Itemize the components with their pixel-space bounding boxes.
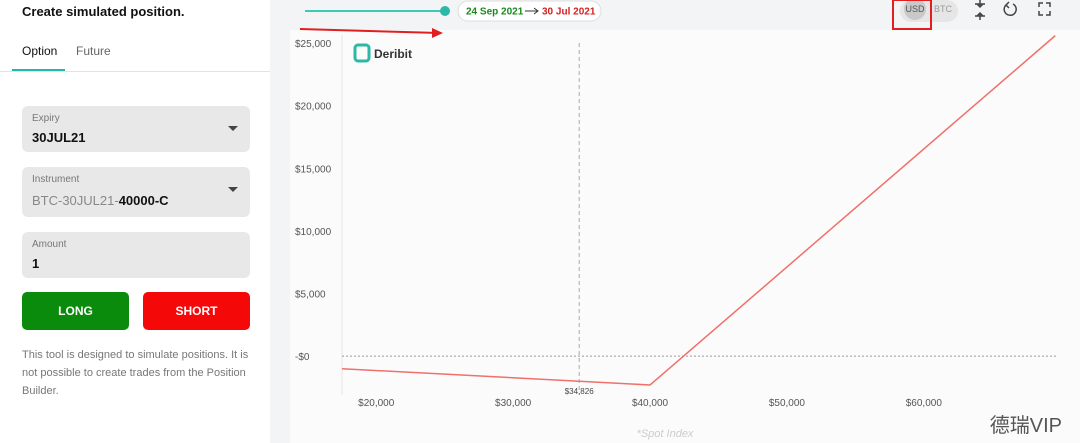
caret [228, 126, 238, 131]
tab[interactable]: Future [76, 44, 111, 58]
field-label: Instrument [32, 174, 80, 185]
value-main: 40000-C [118, 193, 169, 208]
payoff-line [341, 35, 1056, 386]
y-tick-label: $10,000 [295, 227, 332, 238]
y-tick-label: $5,000 [295, 290, 326, 301]
currency-usd[interactable]: USD [905, 4, 925, 14]
toolbar-icons [975, 0, 1051, 20]
x-axis-label: *Spot Index [637, 428, 694, 440]
left-panel: Create simulated position. Option Future… [0, 0, 270, 443]
field-value: 1 [32, 256, 40, 271]
x-tick-label: $40,000 [632, 398, 669, 409]
usd-knob[interactable] [904, 0, 926, 20]
y-tick-label: -$0 [295, 352, 310, 363]
caret [228, 187, 238, 192]
reset-icon[interactable] [1003, 1, 1017, 17]
value-prefix: BTC-30JUL21- [32, 193, 119, 208]
date-from: 24 Sep 2021 [466, 7, 524, 18]
x-tick-label: $50,000 [769, 398, 806, 409]
note: This tool is designed to simulate positi… [22, 349, 249, 397]
spot-label: $34,826 [565, 387, 594, 396]
date-arrow-head [533, 7, 539, 15]
y-tick-label: $20,000 [295, 102, 332, 113]
logo: Deribit [353, 43, 412, 63]
annotation-box [892, 0, 932, 30]
watermark: 德瑞VIP [990, 414, 1062, 437]
x-tick-label: $20,000 [358, 398, 395, 409]
logo-text: Deribit [374, 47, 412, 61]
field-label: Expiry [32, 113, 60, 124]
annotation-arrow [299, 28, 441, 34]
date-to: 30 Jul 2021 [542, 7, 596, 18]
long-button[interactable]: LONG [22, 292, 129, 330]
amount-field[interactable]: Amount 1 [22, 232, 250, 278]
x-tick-label: $30,000 [495, 398, 532, 409]
fullscreen-icon[interactable] [1038, 2, 1051, 16]
panel-title: Create simulated position. [22, 4, 185, 19]
chart-bg [290, 30, 1080, 443]
field-value: BTC-30JUL21-40000-C [32, 193, 169, 208]
tab-underline [12, 69, 65, 71]
short-button[interactable]: SHORT [143, 292, 250, 330]
slider-knob[interactable] [440, 6, 450, 16]
y-tick-label: $25,000 [295, 39, 332, 50]
instrument-field[interactable]: Instrument BTC-30JUL21-40000-C [22, 167, 250, 217]
y-tick-label: $15,000 [295, 164, 332, 175]
tab[interactable]: Option [22, 44, 58, 58]
chart-area: 24 Sep 2021 30 Jul 2021 USD BTC Deribit … [290, 0, 1080, 443]
currency-btc[interactable]: BTC [934, 4, 953, 14]
annotation-arrow-head [432, 28, 443, 38]
expiry-field[interactable]: Expiry 30JUL21 [22, 106, 250, 152]
x-tick-label: $60,000 [906, 398, 943, 409]
divider [0, 71, 270, 72]
field-value: 30JUL21 [32, 130, 86, 145]
logo-mark [353, 43, 371, 63]
field-label: Amount [32, 239, 67, 250]
compress-icon[interactable] [975, 0, 985, 20]
